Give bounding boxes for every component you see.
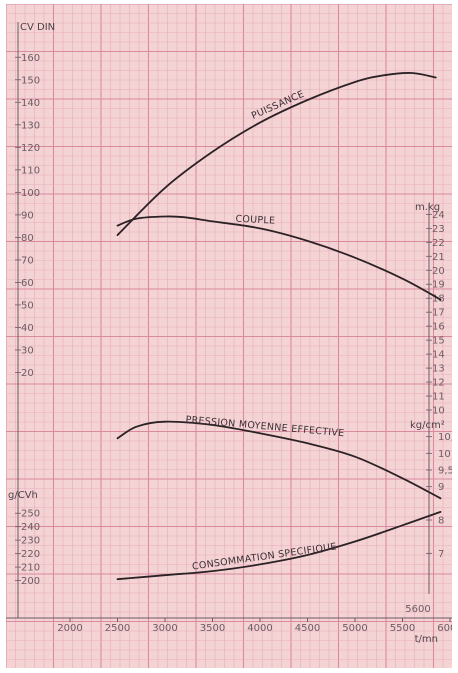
- x-tick-label: 2500: [105, 623, 130, 634]
- y-tick-label-mkg: 22: [432, 238, 445, 249]
- x-tick-label: 4500: [295, 623, 320, 634]
- axis-unit-cv: CV DIN: [20, 22, 55, 33]
- y-tick-label-gcvh: 230: [21, 536, 40, 547]
- y-tick-label-mkg: 20: [432, 266, 445, 277]
- x-extra-label: 5600: [405, 604, 430, 615]
- y-tick-label-gcvh: 220: [21, 549, 40, 560]
- y-tick-label-gcvh: 210: [21, 563, 40, 574]
- y-tick-label-mkg: 14: [432, 350, 445, 361]
- y-tick-label-cv: 130: [21, 120, 40, 131]
- grid: [6, 4, 452, 668]
- y-tick-label-kgcm: 10: [438, 449, 451, 460]
- y-tick-label-mkg: 17: [432, 308, 445, 319]
- y-tick-label-cv: 140: [21, 98, 40, 109]
- series-line-1: [116, 215, 442, 301]
- y-tick-label-cv: 60: [21, 278, 34, 289]
- y-tick-label-cv: 80: [21, 233, 34, 244]
- y-tick-label-cv: 120: [21, 143, 40, 154]
- x-tick-label: 3000: [152, 623, 177, 634]
- series-line-2: [116, 420, 442, 500]
- y-tick-label-gcvh: 250: [21, 509, 40, 520]
- y-tick-label-cv: 160: [21, 53, 40, 64]
- y-tick-label-mkg: 11: [432, 392, 445, 403]
- x-axis-label: t/mn: [415, 634, 438, 645]
- y-tick-label-mkg: 12: [432, 378, 445, 389]
- x-tick-label: 2000: [57, 623, 82, 634]
- y-tick-label-cv: 40: [21, 323, 34, 334]
- y-tick-label-mkg: 10: [432, 406, 445, 417]
- series-line-3: [116, 511, 442, 581]
- y-tick-label-mkg: 23: [432, 224, 445, 235]
- y-tick-label-cv: 150: [21, 75, 40, 86]
- y-tick-label-mkg: 16: [432, 322, 445, 333]
- y-tick-label-mkg: 21: [432, 252, 445, 263]
- series-label-1: COUPLE: [235, 214, 275, 227]
- y-tick-label-mkg: 15: [432, 336, 445, 347]
- series-label-3: CONSOMMATION SPECIFIQUE: [191, 541, 337, 572]
- y-tick-label-mkg: 19: [432, 280, 445, 291]
- series-label-2: PRESSION MOYENNE EFFECTIVE: [185, 414, 345, 439]
- y-tick-label-mkg: 13: [432, 364, 445, 375]
- series-line-0: [116, 72, 437, 236]
- y-tick-label-kgcm: 7: [438, 549, 444, 560]
- x-tick-label: 5000: [342, 623, 367, 634]
- x-tick-label: 4000: [247, 623, 272, 634]
- y-tick-label-gcvh: 240: [21, 522, 40, 533]
- y-tick-label-gcvh: 200: [21, 576, 40, 587]
- y-tick-label-cv: 20: [21, 368, 34, 379]
- axes: 2000 2500 3000 3500 4000 4500 5000 5500 6000 5600…: [6, 22, 452, 645]
- y-tick-label-cv: 90: [21, 210, 34, 221]
- y-tick-label-cv: 50: [21, 300, 34, 311]
- y-tick-label-mkg: 24: [432, 210, 445, 221]
- x-tick-label: 5500: [390, 623, 415, 634]
- y-tick-label-kgcm: 10,5: [438, 432, 452, 443]
- y-tick-label-kgcm: 9: [438, 482, 444, 493]
- y-tick-label-cv: 70: [21, 255, 34, 266]
- y-tick-label-cv: 100: [21, 188, 40, 199]
- graph-paper: 2000 2500 3000 3500 4000 4500 5000 5500 6000 5600…: [6, 4, 452, 668]
- y-tick-label-kgcm: 9,5: [438, 466, 452, 477]
- x-tick-label: 6000: [437, 623, 452, 634]
- axis-unit-mkg: m.kg: [415, 202, 440, 213]
- y-tick-label-cv: 110: [21, 165, 40, 176]
- y-tick-label-cv: 30: [21, 345, 34, 356]
- axis-unit-kgcm: kg/cm²: [410, 420, 445, 431]
- y-tick-label-kgcm: 8: [438, 516, 444, 527]
- axis-unit-gcvh: g/CVh: [8, 490, 38, 501]
- x-tick-label: 3500: [200, 623, 225, 634]
- engine-performance-chart: 2000 2500 3000 3500 4000 4500 5000 5500 6000 5600…: [6, 4, 452, 668]
